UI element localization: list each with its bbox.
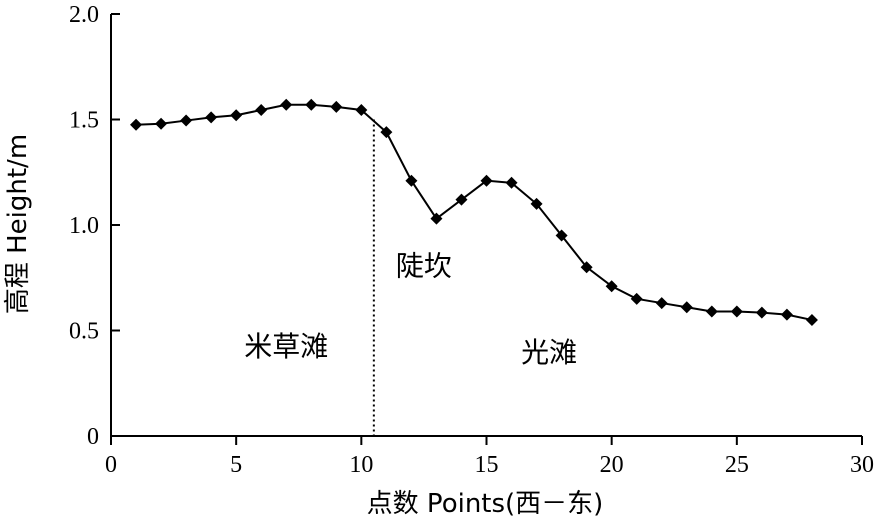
- x-tick-label: 5: [230, 452, 242, 478]
- data-point: [705, 305, 718, 318]
- data-point: [255, 104, 268, 117]
- region-label: 米草滩: [244, 330, 328, 363]
- y-tick-label: 0: [87, 424, 99, 450]
- data-point: [505, 176, 518, 189]
- y-tick-label: 0.5: [69, 319, 99, 345]
- x-tick-label: 0: [105, 452, 117, 478]
- data-point: [305, 98, 318, 111]
- region-label: 陡坎: [396, 250, 452, 283]
- data-point: [280, 98, 293, 111]
- data-point: [630, 292, 643, 305]
- y-tick-label: 1.5: [69, 108, 99, 134]
- axes: 0 0.5 1.0 1.5 2.0 0 5 10 15 20 25 30: [69, 2, 874, 478]
- data-point: [805, 313, 818, 326]
- data-point: [680, 301, 693, 314]
- x-tick-label: 25: [725, 452, 749, 478]
- x-tick-label: 15: [475, 452, 499, 478]
- x-axis-title: 点数 Points(西－东): [367, 489, 604, 519]
- region-label: 光滩: [521, 336, 577, 369]
- series: [130, 98, 818, 326]
- x-tick-label: 30: [850, 452, 874, 478]
- data-point: [380, 126, 393, 139]
- data-point: [180, 114, 193, 127]
- y-tick-label: 1.0: [69, 213, 99, 239]
- data-point: [355, 104, 368, 117]
- data-point: [230, 109, 243, 122]
- data-point: [455, 193, 468, 206]
- data-point: [530, 197, 543, 210]
- data-point: [605, 280, 618, 293]
- data-point: [555, 229, 568, 242]
- data-point: [755, 306, 768, 319]
- data-point: [580, 261, 593, 274]
- data-point: [130, 118, 143, 131]
- data-point: [405, 174, 418, 187]
- data-point: [480, 174, 493, 187]
- data-point: [430, 212, 443, 225]
- y-tick-label: 2.0: [69, 2, 99, 28]
- y-axis-title: 高程 Height/m: [3, 134, 33, 314]
- series-line: [135, 103, 813, 321]
- data-point: [155, 117, 168, 130]
- x-tick-label: 20: [600, 452, 624, 478]
- data-point: [205, 111, 218, 124]
- x-tick-label: 10: [349, 452, 373, 478]
- data-point: [330, 100, 343, 113]
- data-point: [730, 305, 743, 318]
- data-point: [655, 297, 668, 310]
- data-point: [780, 308, 793, 321]
